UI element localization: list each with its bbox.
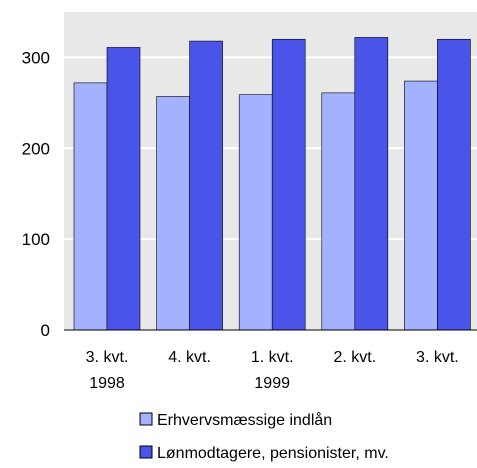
legend: Erhvervsmæssige indlån Lønmodtagere, pens… bbox=[139, 411, 389, 462]
legend-label-series2: Lønmodtagere, pensionister, mv. bbox=[157, 445, 389, 462]
bar-series1-3 bbox=[238, 94, 273, 331]
legend-swatch-series2 bbox=[139, 445, 153, 459]
bar-series1-2 bbox=[156, 96, 190, 331]
y-tick-label: 200 bbox=[22, 139, 50, 158]
legend-swatch-series1 bbox=[139, 412, 153, 426]
bars bbox=[73, 37, 471, 331]
legend-label-series1: Erhvervsmæssige indlån bbox=[157, 411, 332, 429]
x-tick-label: 1. kvt. bbox=[251, 349, 294, 366]
bar-series2-4 bbox=[354, 37, 389, 331]
x-tick-label: 2. kvt. bbox=[333, 349, 376, 366]
x-tick-label: 1999 bbox=[254, 375, 290, 392]
y-tick-label: 0 bbox=[41, 321, 50, 340]
bar-series2-1 bbox=[106, 47, 141, 331]
bar-series1-5 bbox=[404, 80, 438, 331]
bar-series1-1 bbox=[73, 82, 108, 331]
bar-series1-4 bbox=[321, 92, 356, 331]
x-tick-label: 3. kvt. bbox=[416, 349, 459, 366]
y-axis-ticks: 0 100 200 300 bbox=[22, 48, 50, 340]
x-tick-label: 3. kvt. bbox=[86, 349, 129, 366]
x-tick-label: 1998 bbox=[89, 375, 125, 392]
bar-series2-5 bbox=[437, 38, 471, 331]
y-tick-label: 300 bbox=[22, 48, 50, 67]
y-tick-label: 100 bbox=[22, 230, 50, 249]
bar-series2-2 bbox=[189, 40, 223, 331]
x-tick-label: 4. kvt. bbox=[168, 349, 211, 366]
x-axis-labels: 3. kvt. 1998 4. kvt. 1. kvt. 1999 2. kvt. 3. k… bbox=[86, 349, 459, 392]
bar-series2-3 bbox=[271, 38, 306, 331]
